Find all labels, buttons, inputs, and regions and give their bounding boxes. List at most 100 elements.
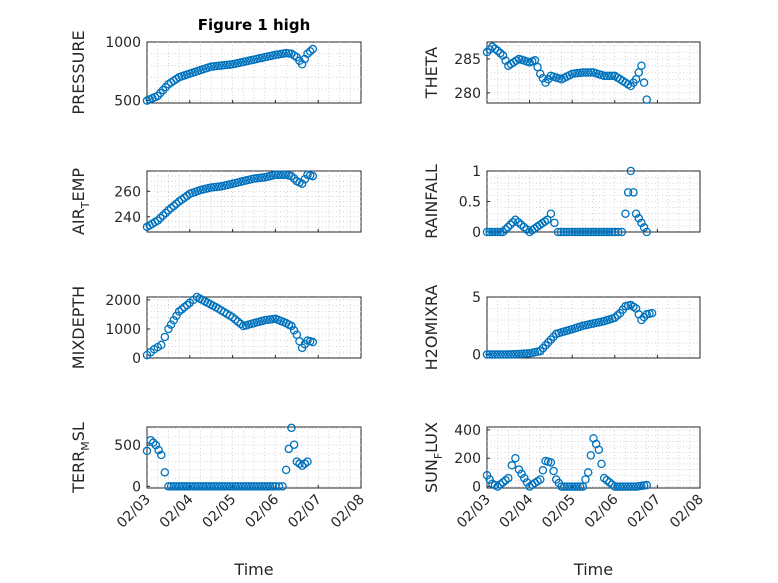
- data-point: [228, 313, 237, 322]
- data-point: [166, 203, 176, 213]
- y-axis-label: H2OMIXRA: [422, 285, 441, 371]
- y-tick-label: 0: [472, 480, 481, 496]
- y-tick-label: 1000: [105, 322, 141, 338]
- data-point: [549, 466, 558, 476]
- data-point: [583, 468, 593, 477]
- data-point: [514, 349, 524, 359]
- data-point: [607, 71, 617, 81]
- data-point: [614, 227, 623, 237]
- data-point: [482, 350, 492, 359]
- data-point: [610, 313, 620, 322]
- data-point: [287, 171, 296, 181]
- data-point: [212, 482, 221, 491]
- data-point: [222, 60, 232, 70]
- y-tick-label: 0: [132, 351, 141, 367]
- data-point: [214, 482, 224, 491]
- data-point: [506, 220, 515, 229]
- data-point: [493, 350, 502, 359]
- data-point: [220, 60, 229, 70]
- data-point: [520, 349, 529, 358]
- data-point: [284, 444, 294, 454]
- data-point: [153, 216, 162, 225]
- y-tick-label: 5: [472, 290, 481, 306]
- data-point: [241, 482, 251, 491]
- data-point: [496, 350, 505, 359]
- data-point: [289, 326, 299, 335]
- data-point: [268, 482, 277, 491]
- data-point: [498, 51, 508, 60]
- data-point: [631, 209, 641, 218]
- data-point: [543, 215, 552, 225]
- data-point: [508, 217, 518, 227]
- data-point: [626, 166, 636, 176]
- data-point: [217, 61, 227, 70]
- data-point: [185, 482, 195, 491]
- data-point: [146, 435, 155, 445]
- data-point: [169, 315, 178, 325]
- data-point: [498, 350, 508, 359]
- data-point: [174, 307, 184, 316]
- data-point: [586, 227, 596, 237]
- data-point: [594, 227, 604, 237]
- panel-row4-left: 0 500 02/03 02/04 02/05 02/06 02/07 02/08 TERRMS…: [69, 422, 368, 531]
- data-point: [605, 71, 614, 81]
- x-tick-label: 02/03: [454, 492, 494, 532]
- data-point: [498, 227, 508, 237]
- data-point: [485, 227, 494, 237]
- series-points: [482, 434, 652, 491]
- x-axis-label: Time: [233, 560, 273, 579]
- panel-row3-right: 0 5 H2OMIXRA: [422, 285, 701, 371]
- data-point: [289, 440, 299, 449]
- data-point: [485, 350, 494, 359]
- data-point: [482, 227, 492, 237]
- y-axis-label: THETA: [422, 47, 441, 99]
- data-point: [160, 468, 170, 477]
- series-points: [142, 292, 318, 360]
- data-point: [193, 482, 203, 491]
- data-point: [538, 466, 548, 475]
- y-tick-label: 1000: [105, 35, 141, 51]
- data-point: [166, 320, 176, 329]
- data-point: [190, 482, 200, 491]
- y-axis-label: RAINFALL: [422, 164, 441, 239]
- y-tick-label: 500: [114, 94, 141, 110]
- data-point: [281, 48, 291, 58]
- data-point: [562, 227, 571, 237]
- data-point: [610, 482, 620, 491]
- data-point: [605, 227, 614, 237]
- data-point: [297, 179, 307, 188]
- x-tick-label: 02/06: [242, 491, 282, 531]
- data-point: [559, 227, 568, 237]
- data-point: [177, 305, 187, 314]
- data-point: [583, 227, 593, 237]
- data-point: [493, 227, 502, 237]
- data-point: [308, 171, 318, 181]
- x-axis-label: Time: [573, 560, 613, 579]
- data-point: [575, 482, 585, 491]
- data-point: [225, 482, 235, 491]
- data-point: [496, 480, 505, 489]
- series-points: [142, 170, 318, 232]
- data-point: [617, 227, 627, 237]
- data-point: [586, 68, 596, 77]
- data-point: [503, 222, 513, 232]
- data-point: [214, 61, 224, 71]
- y-tick-label: 1: [472, 164, 481, 180]
- x-tick-label: 02/08: [328, 492, 368, 532]
- x-tick-label: 02/08: [667, 492, 707, 532]
- data-point: [284, 49, 294, 58]
- data-point: [157, 340, 166, 350]
- data-point: [198, 482, 208, 491]
- data-point: [602, 71, 612, 81]
- data-point: [570, 227, 580, 237]
- data-point: [565, 482, 574, 491]
- data-point: [180, 482, 189, 491]
- data-point: [581, 227, 590, 237]
- data-point: [164, 206, 173, 215]
- data-point: [536, 475, 545, 484]
- data-point: [504, 350, 513, 359]
- data-point: [281, 465, 291, 475]
- data-point: [233, 317, 243, 326]
- data-point: [536, 69, 545, 79]
- data-point: [553, 227, 563, 237]
